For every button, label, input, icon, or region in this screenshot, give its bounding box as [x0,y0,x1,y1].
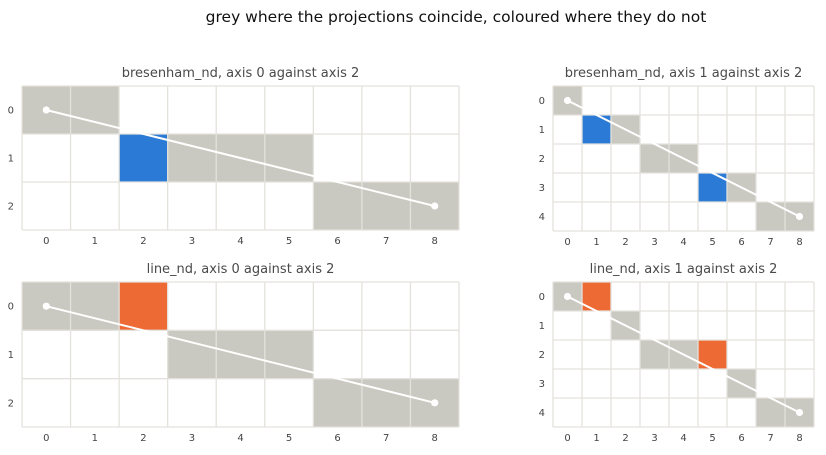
x-tick-label: 5 [709,433,715,444]
y-tick-label: 4 [539,408,545,419]
x-tick-label: 2 [140,433,146,444]
y-tick-label: 3 [539,183,545,194]
panel-line-axis1-axis2: line_nd, axis 1 against axis 2 0 1 2 3 4 5 6 7 8 0… [539,262,815,444]
x-tick-label: 5 [286,236,292,247]
segment-line [46,305,435,404]
x-tick-label: 0 [564,433,570,444]
panel-line-axis0-axis2: line_nd, axis 0 against axis 2 0 1 2 3 4 5 6 7 8 0… [8,262,460,444]
y-tick-label: 3 [539,379,545,390]
x-tick-label: 3 [189,236,195,247]
x-tick-label: 1 [593,237,599,248]
x-tick-label: 8 [432,433,438,444]
x-tick-label: 7 [383,433,389,444]
panel-title: bresenham_nd, axis 0 against axis 2 [122,66,360,81]
x-tick-label: 5 [709,237,715,248]
x-tick-label: 1 [92,433,98,444]
y-tick-label: 4 [539,212,545,223]
x-tick-label: 6 [738,237,744,248]
segment-start-point [42,302,50,310]
figure-title: grey where the projections coincide, col… [205,8,707,26]
x-tick-label: 3 [651,433,657,444]
x-tick-label: 4 [680,433,686,444]
cell-line-only [119,282,168,331]
y-tick-label: 0 [539,292,545,303]
y-tick-label: 1 [539,125,545,136]
segment-end-point [431,202,439,210]
x-tick-label: 2 [622,433,628,444]
x-tick-label: 4 [237,236,243,247]
x-tick-label: 3 [189,433,195,444]
x-tick-label: 7 [767,237,773,248]
y-tick-label: 2 [539,350,545,361]
x-tick-label: 0 [43,433,49,444]
y-tick-label: 1 [8,350,14,361]
x-tick-label: 4 [237,433,243,444]
x-tick-label: 0 [43,236,49,247]
cell-bresenham-only [119,134,168,182]
x-tick-label: 5 [286,433,292,444]
cell-match [313,182,362,230]
segment-line [567,295,800,414]
x-tick-label: 1 [92,236,98,247]
segment-start-point [563,292,572,301]
x-tick-label: 4 [680,237,686,248]
panel-title: line_nd, axis 1 against axis 2 [590,262,778,277]
segment-start-point [42,106,50,114]
x-tick-label: 8 [796,433,802,444]
segment-end-point [795,212,804,221]
x-tick-label: 8 [432,236,438,247]
panel-title: line_nd, axis 0 against axis 2 [147,262,335,277]
x-tick-label: 6 [334,433,340,444]
segment-end-point [431,399,439,407]
segment-start-point [563,96,572,105]
x-tick-label: 7 [767,433,773,444]
y-tick-label: 2 [8,202,14,213]
segment-end-point [795,408,804,417]
cell-match [313,378,362,427]
x-tick-label: 6 [334,236,340,247]
y-tick-label: 0 [8,106,14,117]
segment-line [46,109,435,207]
y-tick-label: 1 [8,154,14,165]
y-tick-label: 0 [539,96,545,107]
x-tick-label: 7 [383,236,389,247]
segment-line [567,99,800,218]
x-tick-label: 2 [622,237,628,248]
x-tick-label: 6 [738,433,744,444]
panel-bresenham-axis0-axis2: bresenham_nd, axis 0 against axis 2 0 1 2 3 4… [8,66,460,247]
y-tick-label: 2 [8,398,14,409]
y-tick-label: 0 [8,302,14,313]
x-tick-label: 0 [564,237,570,248]
x-tick-label: 3 [651,237,657,248]
y-tick-label: 2 [539,154,545,165]
panel-title: bresenham_nd, axis 1 against axis 2 [565,66,803,81]
panel-bresenham-axis1-axis2: bresenham_nd, axis 1 against axis 2 0 1 2 3 4… [539,66,815,248]
x-tick-label: 2 [140,236,146,247]
x-tick-label: 8 [796,237,802,248]
y-tick-label: 1 [539,321,545,332]
x-tick-label: 1 [593,433,599,444]
